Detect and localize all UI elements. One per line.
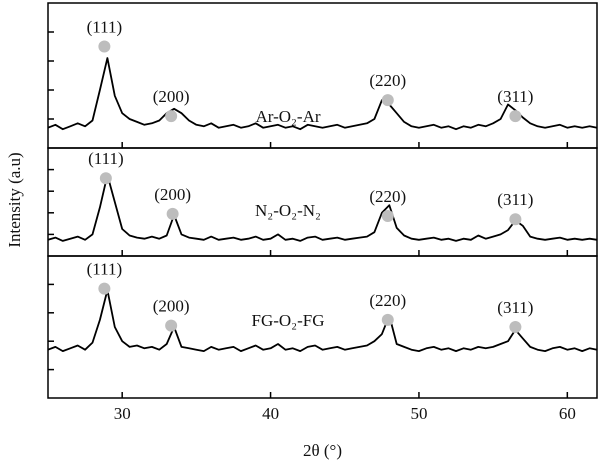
peak-label: (200) (154, 185, 191, 204)
peak-marker (509, 321, 522, 333)
panel-frame (47, 255, 598, 399)
peak-marker (381, 210, 394, 223)
peak-label: (220) (369, 71, 406, 90)
x-tick-label: 30 (114, 404, 131, 423)
peak-label: (311) (497, 87, 533, 106)
y-axis-label: Intensity (a.u) (5, 152, 24, 247)
panel-frame (47, 2, 598, 149)
series-label: FG-O₂-FG (252, 311, 325, 330)
peak-label: (200) (153, 87, 190, 106)
series-label: N₂-O₂-N₂ (255, 201, 321, 220)
x-axis-label: 2θ (°) (303, 441, 342, 460)
peak-marker (98, 40, 111, 53)
data-line (47, 57, 598, 131)
peak-label: (200) (153, 296, 190, 315)
x-tick-label: 60 (559, 404, 576, 423)
peak-marker (166, 207, 179, 220)
peak-marker (381, 94, 394, 107)
x-tick-label: 40 (262, 404, 279, 423)
series-label: Ar-O₂-Ar (255, 107, 320, 126)
peak-label: (111) (87, 17, 123, 36)
peak-label: (311) (497, 190, 533, 209)
peak-marker (165, 319, 178, 332)
data-line (47, 289, 598, 352)
peak-label: (111) (87, 260, 123, 279)
peak-label: (220) (369, 187, 406, 206)
data-line (47, 174, 598, 242)
peak-marker (509, 110, 522, 123)
peak-label: (111) (88, 149, 124, 168)
peak-label: (220) (369, 291, 406, 310)
peak-marker (509, 213, 522, 226)
peak-marker (98, 282, 111, 295)
peak-label: (311) (497, 298, 533, 317)
x-tick-label: 50 (410, 404, 427, 423)
peak-marker (165, 110, 178, 123)
peak-marker (381, 313, 394, 326)
peak-marker (99, 172, 112, 185)
